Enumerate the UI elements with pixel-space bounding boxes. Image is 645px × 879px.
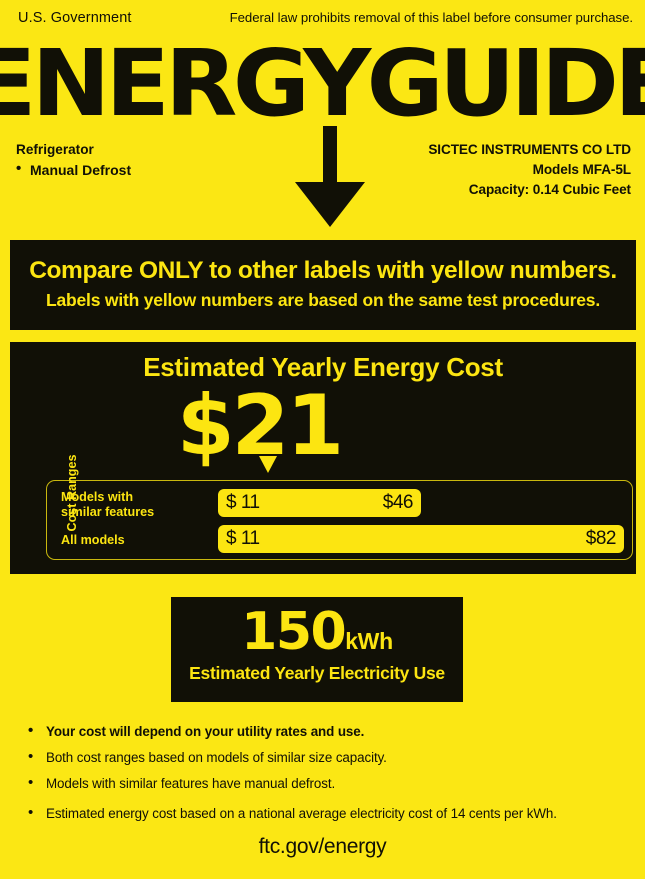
cost-ranges-chart: Cost Ranges Models with similar features… — [46, 455, 633, 560]
product-category: Refrigerator — [16, 142, 94, 157]
agency-label: U.S. Government — [18, 10, 132, 26]
cost-range-caption: All models — [61, 533, 125, 548]
ftc-url: ftc.gov/energy — [258, 835, 387, 858]
cost-range-caption-line1: All models — [61, 533, 125, 547]
label-header-row: U.S. Government Federal law prohibits re… — [18, 10, 633, 28]
cost-range-high-value: $82 — [585, 528, 617, 549]
electricity-use-caption: Estimated Yearly Electricity Use — [189, 663, 445, 683]
legal-notice: Federal law prohibits removal of this la… — [229, 10, 633, 25]
estimated-cost-panel: Estimated Yearly Energy Cost $21 Cost Ra… — [10, 342, 636, 574]
electricity-use-line: 150kWh — [171, 605, 463, 659]
model-numbers: Models MFA-5L — [532, 162, 631, 177]
arrow-notch-decoration — [288, 170, 374, 182]
compare-banner-line1: Compare ONLY to other labels with yellow… — [29, 257, 617, 284]
compare-banner-line2: Labels with yellow numbers are based on … — [46, 290, 600, 310]
capacity: Capacity: 0.14 Cubic Feet — [468, 182, 631, 197]
product-info: Refrigerator Manual Defrost — [16, 140, 131, 180]
cost-range-low-value: $ 11 — [226, 492, 260, 513]
compare-banner: Compare ONLY to other labels with yellow… — [10, 240, 636, 330]
cost-panel-title: Estimated Yearly Energy Cost — [143, 352, 503, 382]
energyguide-wordmark: ENERGYGUIDE — [0, 30, 645, 204]
list-item: Estimated energy cost based on a nationa… — [28, 805, 628, 822]
manufacturer-info: SICTEC INSTRUMENTS CO LTD Models MFA-5L … — [428, 140, 631, 200]
list-item: Both cost ranges based on models of simi… — [28, 749, 628, 766]
cost-range-row: All models $ 11 $82 — [47, 522, 632, 558]
list-item: Models with similar features have manual… — [28, 775, 628, 792]
cost-position-marker-icon — [259, 456, 277, 473]
list-item: Your cost will depend on your utility ra… — [28, 723, 628, 740]
cost-range-caption: Models with similar features — [61, 490, 154, 520]
estimated-yearly-cost-value: $21 — [176, 377, 344, 474]
cost-range-row: Models with similar features $ 11 $46 — [47, 486, 632, 522]
down-arrow-icon — [323, 126, 337, 204]
cost-range-caption-line1: Models with — [61, 490, 134, 504]
product-feature: Manual Defrost — [16, 159, 131, 180]
cost-range-caption-line2: similar features — [61, 505, 155, 519]
footnotes-list: Your cost will depend on your utility ra… — [28, 723, 628, 832]
manufacturer-name: SICTEC INSTRUMENTS CO LTD — [428, 142, 631, 157]
cost-range-bar: $ 11 $82 — [218, 525, 624, 553]
cost-range-low-value: $ 11 — [226, 528, 260, 549]
wordmark-text: ENERGYGUIDE — [0, 30, 645, 137]
electricity-use-panel: 150kWh Estimated Yearly Electricity Use — [171, 597, 463, 702]
electricity-use-unit: kWh — [345, 628, 393, 654]
cost-range-bar: $ 11 $46 — [218, 489, 421, 517]
electricity-use-value: 150 — [241, 602, 347, 662]
cost-range-high-value: $46 — [382, 492, 414, 513]
